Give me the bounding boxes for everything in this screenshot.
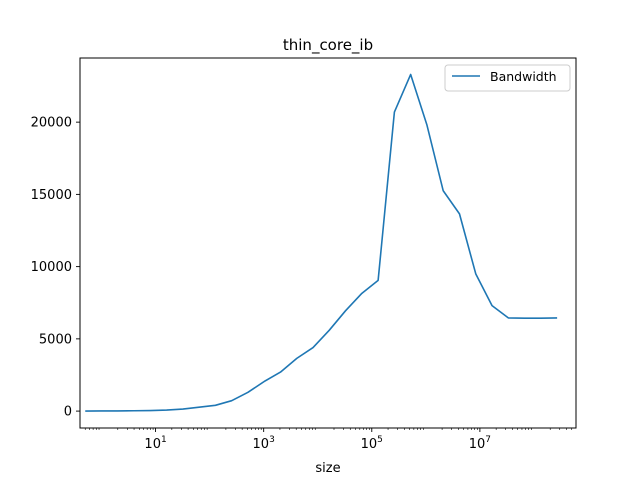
axes-frame [79,57,577,429]
y-tick-label-3: 15000 [31,188,72,203]
chart-title: thin_core_ib [283,36,373,55]
plot-area [85,73,558,412]
x-axis-label: size [315,461,340,476]
y-tick-label-2: 10000 [31,260,72,275]
legend-box [444,64,571,92]
y-tick-label-1: 5000 [39,332,72,347]
y-axis: 0 5000 10000 15000 20000 [31,116,80,420]
y-tick-label-0: 0 [64,405,72,420]
x-tick-label-1: 103 [253,435,275,452]
x-tick-label-2: 105 [361,435,383,452]
x-axis: 101 103 105 107 [84,428,573,452]
x-tick-label-3: 107 [469,435,491,452]
legend: Bandwidth [444,64,571,92]
y-tick-label-4: 20000 [31,116,72,131]
x-tick-label-0: 101 [144,435,166,452]
legend-label-bandwidth: Bandwidth [490,69,557,84]
series-line-bandwidth [85,73,558,412]
